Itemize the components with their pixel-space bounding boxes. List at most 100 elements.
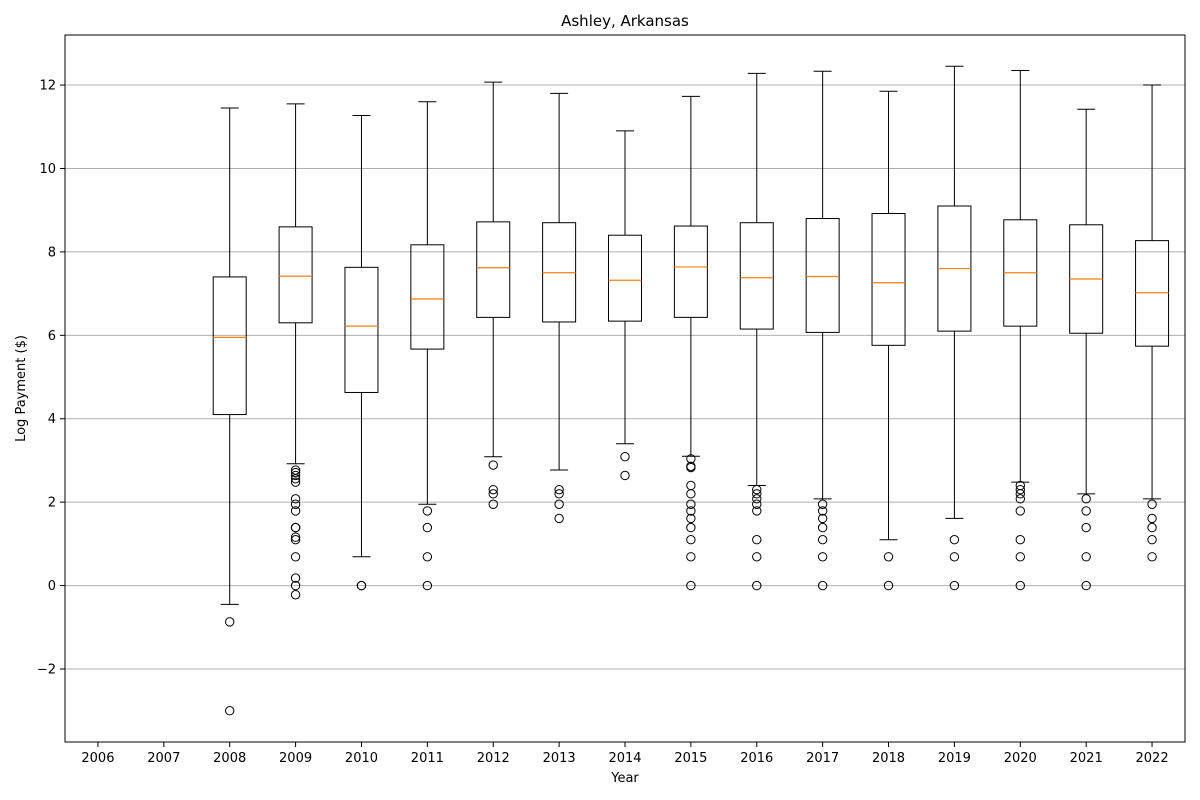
box-2014 [608,130,642,481]
outlier-point [290,467,301,478]
outlier-point [752,552,762,562]
outlier-point [290,477,301,487]
x-tick-label: 2015 [674,751,707,766]
y-tick-label: 4 [48,412,56,427]
outlier-point [422,580,433,591]
iqr-box [476,221,511,318]
x-tick-label: 2019 [938,751,971,766]
box-2015 [673,95,708,591]
x-tick-label: 2012 [477,751,510,766]
box-2008 [212,107,247,716]
outlier-point [554,489,564,499]
y-tick-label: 0 [48,579,56,594]
x-tick-label: 2020 [1004,751,1037,766]
box-2022 [1135,84,1170,562]
iqr-box [212,276,247,416]
outlier-point [290,522,301,533]
x-axis-label: Year [610,771,639,786]
outlier-point [290,470,301,481]
outlier-point [554,484,564,495]
grid-lines [65,84,1185,670]
x-axis-ticks: 2006 2007 2008 2009 2010 2011 2012 2013 2014 2015… [81,742,1169,766]
outlier-point [817,535,828,545]
outlier-point [949,535,960,545]
outlier-point [1147,552,1157,562]
outlier-point [488,499,498,509]
outlier-point [1147,535,1157,545]
outlier-point [554,499,564,509]
outlier-point [1015,552,1025,562]
outlier-point [752,494,762,504]
iqr-box [344,266,379,393]
outlier-point [686,552,696,562]
x-tick-label: 2009 [279,751,312,766]
outlier-point [225,706,235,716]
box-2012 [476,81,511,509]
box-2011 [410,101,445,591]
box-2016 [739,72,774,591]
y-axis-ticks: −2 0 2 4 6 8 10 12 [37,79,65,678]
x-tick-label: 2007 [147,751,180,766]
x-tick-label: 2016 [740,751,773,766]
outlier-point [225,617,235,627]
outlier-point [290,580,301,591]
outlier-point [1147,513,1157,524]
outlier-point [686,489,696,499]
outlier-point [1015,506,1025,516]
outlier-point [620,470,630,481]
outlier-point [422,522,433,533]
box-2021 [1069,108,1104,591]
iqr-box [871,213,906,346]
iqr-box [1135,240,1170,347]
outlier-point [1081,522,1091,533]
x-tick-label: 2022 [1136,751,1169,766]
box-2010 [344,115,379,591]
outlier-point [817,580,828,591]
x-tick-label: 2006 [81,751,114,766]
outlier-point [356,580,367,591]
outlier-point [752,489,762,499]
x-tick-label: 2014 [608,751,641,766]
box-2018 [871,90,906,591]
outlier-point [1015,489,1025,499]
y-tick-label: 2 [48,496,56,511]
outlier-point [817,552,828,562]
iqr-box [673,225,708,318]
outlier-point [1015,535,1025,545]
chart-title: Ashley, Arkansas [561,12,689,30]
y-tick-label: 12 [39,79,56,94]
box-2013 [542,92,577,524]
outlier-point [1147,522,1157,533]
outlier-point [290,535,301,545]
outlier-point [752,535,762,545]
outlier-point [949,552,960,562]
box-2017 [805,70,840,591]
outlier-point [686,535,696,545]
outlier-point [290,573,301,583]
outlier-point [290,506,301,516]
x-tick-label: 2011 [411,751,444,766]
iqr-box [739,222,774,330]
outlier-point [686,513,696,524]
iqr-box [608,234,642,322]
outlier-point [752,580,762,591]
x-tick-label: 2018 [872,751,905,766]
outlier-point [1015,484,1025,495]
outlier-point [290,590,301,600]
y-axis-label: Log Payment ($) [14,335,29,442]
outlier-point [1081,506,1091,516]
outlier-point [620,451,630,462]
y-tick-label: 6 [48,329,56,344]
outlier-point [686,462,696,473]
iqr-box [278,226,313,324]
x-tick-label: 2008 [213,751,246,766]
outlier-point [422,506,433,516]
outlier-point [686,580,696,591]
x-tick-label: 2013 [543,751,576,766]
outlier-point [1015,494,1025,504]
outlier-point [1015,580,1025,591]
outlier-point [817,522,828,533]
outlier-point [290,494,301,504]
x-tick-label: 2010 [345,751,378,766]
